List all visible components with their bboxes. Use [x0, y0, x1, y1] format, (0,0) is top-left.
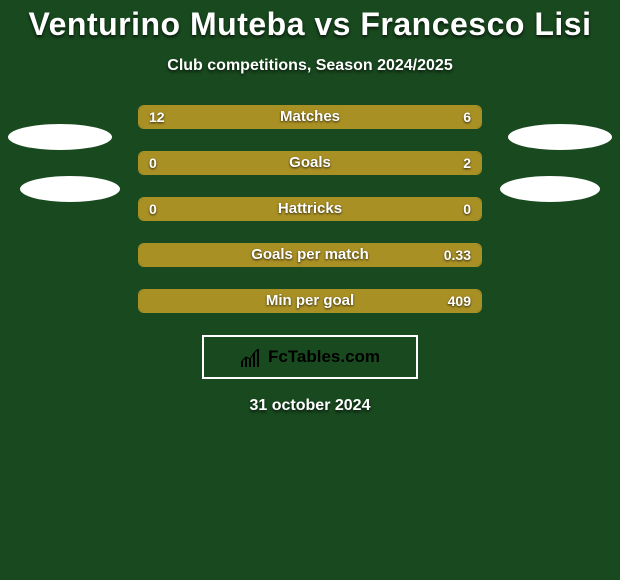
player-left-ellipse-2 — [20, 176, 120, 202]
stat-label: Hattricks — [139, 198, 481, 220]
stat-value-right: 409 — [448, 290, 471, 312]
stat-row: Goals per match0.33 — [138, 243, 482, 267]
bars-icon — [240, 347, 262, 367]
comparison-infographic: Venturino Muteba vs Francesco Lisi Club … — [0, 0, 620, 580]
brand-text: FcTables.com — [268, 347, 380, 367]
stat-value-right: 2 — [463, 152, 471, 174]
stat-row: Min per goal409 — [138, 289, 482, 313]
stat-row: 0Hattricks0 — [138, 197, 482, 221]
stat-label: Min per goal — [139, 290, 481, 312]
brand-box: FcTables.com — [202, 335, 418, 379]
player-left-ellipse-1 — [8, 124, 112, 150]
stats-container: 12Matches60Goals20Hattricks0Goals per ma… — [138, 105, 482, 313]
player-right-ellipse-2 — [500, 176, 600, 202]
stat-value-right: 6 — [463, 106, 471, 128]
stat-label: Goals — [139, 152, 481, 174]
subtitle: Club competitions, Season 2024/2025 — [0, 57, 620, 75]
player-right-ellipse-1 — [508, 124, 612, 150]
stat-value-right: 0.33 — [444, 244, 471, 266]
stat-row: 0Goals2 — [138, 151, 482, 175]
page-title: Venturino Muteba vs Francesco Lisi — [0, 0, 620, 43]
stat-row: 12Matches6 — [138, 105, 482, 129]
stat-label: Matches — [139, 106, 481, 128]
stat-label: Goals per match — [139, 244, 481, 266]
date-text: 31 october 2024 — [0, 397, 620, 415]
stat-value-right: 0 — [463, 198, 471, 220]
